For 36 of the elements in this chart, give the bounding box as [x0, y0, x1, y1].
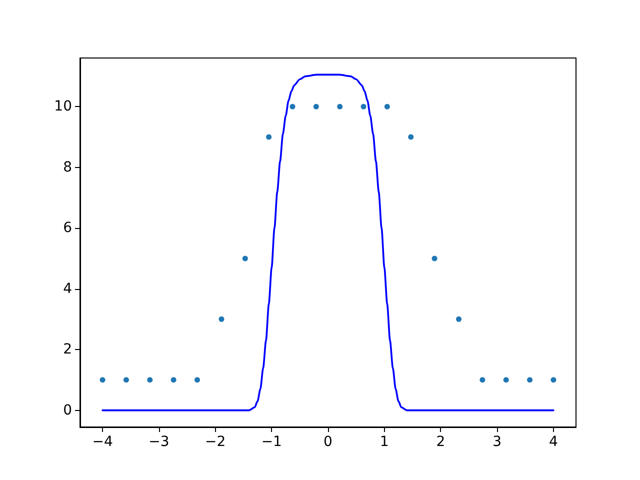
point: [456, 316, 462, 322]
x-tick-label: 1: [380, 434, 389, 450]
point: [290, 104, 296, 110]
x-tick-label: 0: [324, 434, 332, 450]
point: [218, 316, 224, 322]
y-tick-label: 8: [63, 159, 72, 176]
y-tick-label: 4: [63, 280, 72, 297]
x-tick-label: 3: [492, 434, 502, 450]
y-tick-label: 6: [63, 220, 72, 236]
point: [432, 256, 438, 262]
point: [550, 377, 556, 383]
y-tick-label: 2: [63, 342, 72, 358]
point: [527, 377, 533, 383]
x-tick-label: 4: [548, 434, 558, 450]
point: [503, 377, 509, 383]
x-tick-label: −4: [92, 434, 113, 450]
point: [360, 104, 366, 110]
x-tick-label: −2: [204, 434, 226, 450]
point: [194, 377, 200, 383]
line-series: [102, 74, 554, 412]
point: [170, 377, 176, 383]
x-tick-label: 2: [436, 434, 446, 450]
point: [313, 104, 319, 110]
point: [480, 377, 486, 383]
y-tick-label: 0: [63, 402, 72, 418]
point: [266, 134, 272, 140]
x-tick-label: −1: [261, 434, 282, 450]
point: [408, 134, 414, 140]
point: [147, 377, 153, 383]
x-tick-label: −3: [148, 434, 170, 450]
y-tick-label: 10: [54, 98, 72, 115]
point: [100, 377, 106, 383]
point: [242, 256, 248, 262]
point: [384, 104, 390, 110]
point: [337, 104, 343, 110]
point: [123, 377, 129, 383]
